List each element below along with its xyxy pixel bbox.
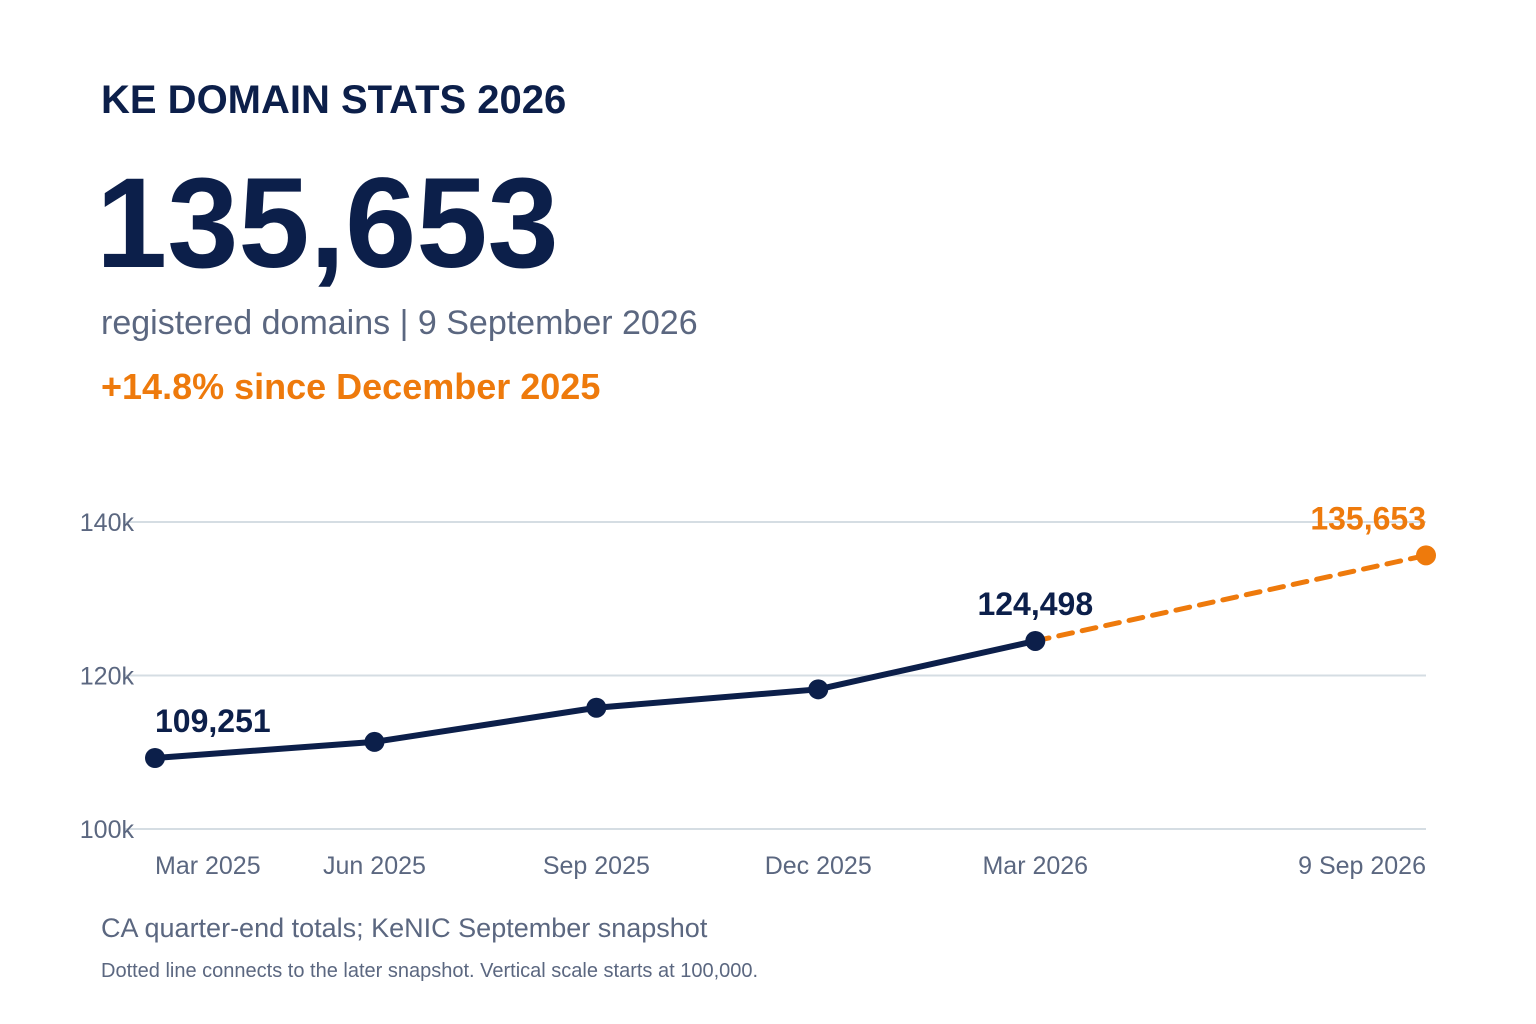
scale-note: Dotted line connects to the later snapsh…: [101, 960, 759, 982]
data-point: [145, 747, 165, 768]
change-indicator: +14.8% since December 2025: [101, 366, 601, 407]
data-point: [1025, 630, 1046, 651]
x-tick-label: Sep 2025: [543, 852, 650, 880]
data-point: [364, 731, 385, 752]
snapshot-point: [1416, 545, 1436, 566]
data-point: [586, 697, 607, 718]
y-tick-label: 100k: [80, 816, 135, 844]
data-label: 124,498: [977, 586, 1093, 622]
subtitle: registered domains | 9 September 2026: [101, 304, 698, 342]
x-tick-label: Dec 2025: [765, 852, 872, 880]
y-tick-label: 120k: [80, 663, 135, 691]
series-lines: [152, 552, 1429, 761]
x-tick-label: Mar 2025: [155, 852, 261, 880]
page-title: KE DOMAIN STATS 2026: [101, 78, 567, 122]
y-tick-label: 140k: [80, 509, 135, 537]
x-axis: Mar 2025 Jun 2025 Sep 2025 Dec 2025 Mar 2026…: [155, 852, 1426, 880]
y-axis: 100k 120k 140k: [80, 509, 135, 844]
snapshot-line: [1032, 552, 1429, 644]
x-tick-label: Mar 2026: [982, 852, 1088, 880]
source-note: CA quarter-end totals; KeNIC September s…: [101, 913, 708, 943]
headline-value: 135,653: [96, 152, 559, 295]
data-label: 135,653: [1310, 500, 1426, 536]
grid-lines: [125, 521, 1426, 830]
data-labels: 109,251 124,498 135,653: [155, 500, 1426, 739]
data-point: [808, 679, 829, 700]
x-tick-label: Jun 2025: [323, 852, 426, 880]
data-points: [145, 545, 1436, 768]
x-tick-label: 9 Sep 2026: [1298, 852, 1426, 880]
data-label: 109,251: [155, 703, 271, 739]
